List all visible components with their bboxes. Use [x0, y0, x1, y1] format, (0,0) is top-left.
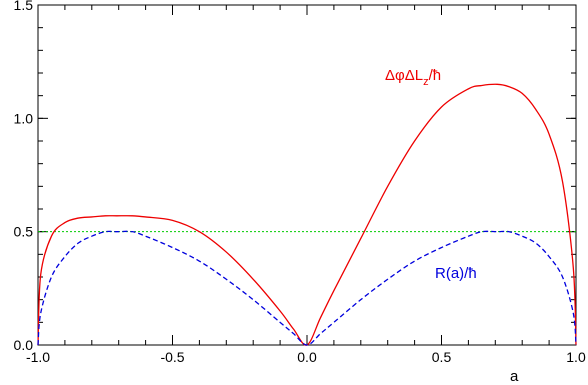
series-line-1	[37, 230, 577, 346]
tick-labels: -1.0 -0.5 0.0 0.5 1.0 0.0 0.5 1.0 1.5	[14, 0, 586, 365]
series-label-subscript: z	[423, 76, 429, 88]
series-label-delta-phi-delta-lz: ΔφΔLz/ħ	[385, 67, 441, 88]
series-label-suffix: /ħ	[429, 67, 442, 84]
x-tick-label: -1.0	[26, 349, 50, 365]
x-tick-label: 0.5	[432, 349, 452, 365]
y-tick-label: 1.0	[14, 110, 34, 126]
series-label-prefix: ΔφΔL	[385, 67, 423, 84]
series-group	[37, 83, 577, 346]
series-line-0	[37, 83, 577, 346]
axis-ticks	[37, 4, 577, 346]
x-tick-label: 0.0	[297, 349, 317, 365]
series-label-r-a: R(a)/ħ	[435, 265, 477, 282]
y-tick-label: 0.5	[14, 224, 34, 240]
x-tick-label: 1.0	[566, 349, 586, 365]
y-tick-label: 1.5	[14, 0, 34, 13]
x-tick-label: -0.5	[160, 349, 184, 365]
y-tick-label: 0.0	[14, 337, 34, 353]
x-axis-label: a	[510, 368, 519, 385]
plot-frame	[37, 4, 577, 346]
